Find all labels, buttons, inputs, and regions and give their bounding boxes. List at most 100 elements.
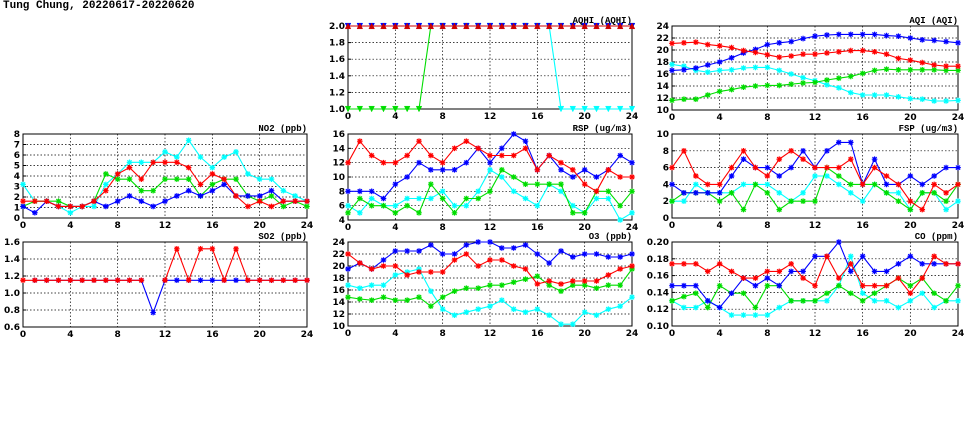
y-tick-label: 10 [656, 130, 669, 140]
data-point [716, 304, 723, 311]
data-point [859, 47, 866, 54]
data-point [847, 139, 854, 146]
data-point [681, 190, 687, 196]
data-point [919, 67, 926, 73]
x-tick-label: 20 [578, 329, 591, 339]
data-point [245, 203, 251, 210]
data-point [800, 156, 806, 162]
data-point [581, 278, 588, 284]
data-point [233, 176, 239, 182]
data-point [593, 251, 600, 257]
data-point [704, 181, 711, 188]
data-point [558, 321, 564, 327]
y-tick-label: 0.12 [647, 305, 669, 315]
data-point [404, 272, 410, 278]
panel-title: NO2 (ppb) [258, 124, 307, 134]
data-point [463, 285, 470, 291]
y-tick-label: 0.10 [647, 322, 669, 332]
data-point [392, 202, 399, 209]
panel-aqi: 10 12 14 16 18 20 22 24 0 4 8 12 16 20 24 AQI (AQI) [656, 16, 964, 123]
data-point [919, 275, 926, 281]
x-tick-label: 4 [67, 330, 73, 340]
data-point [812, 282, 818, 289]
data-point [439, 22, 446, 30]
data-point [380, 105, 387, 113]
data-point [669, 298, 675, 304]
data-point [824, 173, 830, 179]
x-tick-label: 12 [484, 223, 497, 233]
x-tick-label: 8 [115, 221, 121, 231]
data-point [357, 296, 363, 302]
data-point [415, 22, 423, 30]
data-point [499, 145, 505, 152]
data-point [581, 282, 588, 288]
data-point [522, 266, 529, 272]
data-point [728, 67, 735, 73]
data-point [357, 195, 363, 202]
data-point [174, 176, 180, 182]
y-tick-label: 24 [332, 238, 345, 248]
x-tick-label: 16 [531, 329, 544, 339]
data-point [859, 31, 866, 38]
data-point [428, 167, 434, 173]
data-point [510, 174, 517, 180]
data-point [534, 202, 541, 209]
data-point [931, 62, 937, 68]
data-point [221, 181, 227, 188]
data-point [629, 263, 635, 269]
data-point [907, 206, 914, 213]
y-tick-label: 14 [332, 144, 345, 154]
data-point [463, 251, 470, 257]
data-point [474, 22, 482, 30]
data-point [895, 94, 902, 100]
data-point [895, 261, 902, 267]
data-point [895, 275, 902, 281]
data-point [345, 282, 351, 288]
data-point [487, 282, 493, 288]
data-point [824, 290, 830, 297]
data-point [569, 22, 577, 30]
data-point [499, 174, 505, 180]
data-point [138, 198, 145, 204]
data-point [570, 167, 576, 173]
data-point [836, 75, 842, 81]
data-point [546, 181, 552, 187]
data-point [534, 281, 541, 287]
data-point [138, 159, 145, 166]
data-point [728, 173, 735, 179]
data-point [907, 298, 914, 304]
data-point [534, 251, 541, 257]
data-point [669, 261, 675, 267]
x-tick-label: 24 [301, 330, 314, 340]
data-point [221, 277, 227, 284]
data-point [404, 297, 410, 303]
data-point [221, 176, 227, 182]
data-point [345, 159, 351, 166]
data-point [883, 32, 890, 39]
data-point [812, 253, 818, 260]
data-point [451, 145, 458, 152]
data-point [764, 190, 771, 196]
data-point [955, 97, 961, 104]
x-tick-label: 20 [578, 223, 591, 233]
data-point [416, 210, 422, 216]
x-tick-label: 8 [440, 223, 446, 233]
data-point [558, 159, 564, 166]
data-point [681, 148, 687, 154]
data-point [871, 298, 878, 304]
data-point [871, 156, 878, 162]
data-point [487, 167, 493, 173]
data-point [126, 164, 133, 171]
data-point [43, 277, 50, 284]
data-point [800, 198, 806, 204]
data-point [955, 198, 961, 204]
data-point [209, 181, 216, 188]
data-point [895, 304, 902, 311]
data-point [907, 67, 914, 73]
data-point [704, 304, 711, 311]
data-point [871, 31, 878, 38]
data-point [776, 190, 783, 196]
data-point [126, 176, 133, 182]
